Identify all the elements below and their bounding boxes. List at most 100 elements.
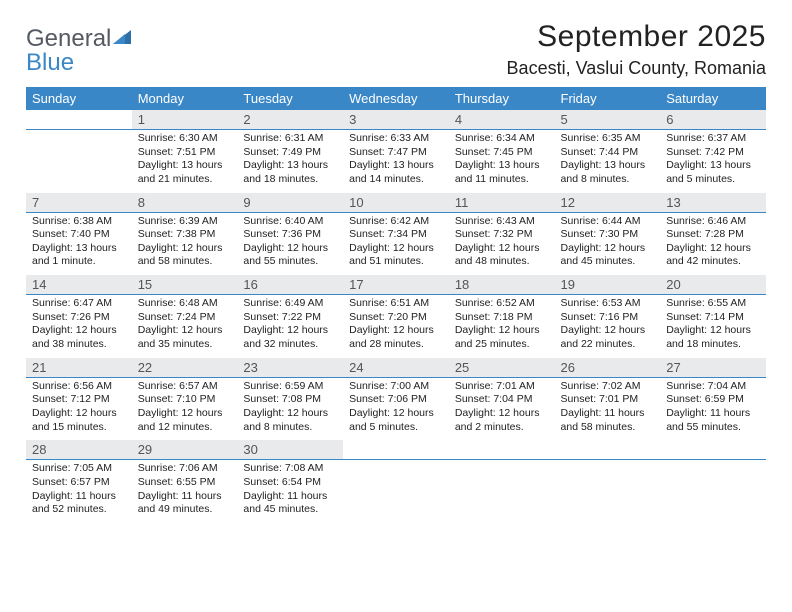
sunrise-text: Sunrise: 7:08 AM [243, 462, 337, 476]
sunrise-text: Sunrise: 6:37 AM [666, 132, 760, 146]
sunset-text: Sunset: 7:40 PM [32, 228, 126, 242]
day-number: 27 [660, 358, 766, 378]
empty-day [343, 440, 449, 460]
day-cell: Sunrise: 6:52 AMSunset: 7:18 PMDaylight:… [449, 295, 555, 358]
sunset-text: Sunset: 7:10 PM [138, 393, 232, 407]
day-cell: Sunrise: 6:34 AMSunset: 7:45 PMDaylight:… [449, 130, 555, 193]
sunrise-text: Sunrise: 6:30 AM [138, 132, 232, 146]
sunset-text: Sunset: 7:49 PM [243, 146, 337, 160]
day-number: 15 [132, 275, 238, 295]
sunrise-text: Sunrise: 6:35 AM [561, 132, 655, 146]
day-cell [26, 130, 132, 193]
weekday-header: Wednesday [343, 87, 449, 110]
sunset-text: Sunset: 7:20 PM [349, 311, 443, 325]
sunrise-text: Sunrise: 7:00 AM [349, 380, 443, 394]
daynum-row: 123456 [26, 110, 766, 130]
daylight-text: Daylight: 13 hours and 11 minutes. [455, 159, 549, 186]
detail-row: Sunrise: 6:56 AMSunset: 7:12 PM Daylight:… [26, 377, 766, 440]
sunrise-text: Sunrise: 6:53 AM [561, 297, 655, 311]
day-cell: Sunrise: 6:51 AMSunset: 7:20 PMDaylight:… [343, 295, 449, 358]
day-number: 5 [555, 110, 661, 130]
sunrise-text: Sunrise: 7:01 AM [455, 380, 549, 394]
day-number: 23 [237, 358, 343, 378]
daylight-text: Daylight: 13 hours and 18 minutes. [243, 159, 337, 186]
sunset-text: Sunset: 7:26 PM [32, 311, 126, 325]
day-number: 29 [132, 440, 238, 460]
sunset-text: Sunset: 7:30 PM [561, 228, 655, 242]
sunrise-text: Sunrise: 7:04 AM [666, 380, 760, 394]
weekday-header: Monday [132, 87, 238, 110]
daylight-text: Daylight: 12 hours and 5 minutes. [349, 407, 443, 434]
sunrise-text: Sunrise: 6:57 AM [138, 380, 232, 394]
weekday-header: Saturday [660, 87, 766, 110]
day-number: 3 [343, 110, 449, 130]
daylight-text: Daylight: 11 hours and 45 minutes. [243, 490, 337, 517]
sunrise-text: Sunrise: 6:31 AM [243, 132, 337, 146]
day-cell: Sunrise: 7:02 AMSunset: 7:01 PMDaylight:… [555, 377, 661, 440]
daylight-text: Daylight: 11 hours and 49 minutes. [138, 490, 232, 517]
sunset-text: Sunset: 7:12 PM [32, 393, 126, 407]
daylight-text: Daylight: 12 hours and 38 minutes. [32, 324, 126, 351]
day-number: 16 [237, 275, 343, 295]
day-cell: Sunrise: 6:35 AMSunset: 7:44 PMDaylight:… [555, 130, 661, 193]
sunset-text: Sunset: 7:08 PM [243, 393, 337, 407]
sunrise-text: Sunrise: 7:05 AM [32, 462, 126, 476]
daylight-text: Daylight: 11 hours and 52 minutes. [32, 490, 126, 517]
sunrise-text: Sunrise: 6:46 AM [666, 215, 760, 229]
day-cell: Sunrise: 6:40 AMSunset: 7:36 PMDaylight:… [237, 212, 343, 275]
weekday-header: Tuesday [237, 87, 343, 110]
sunset-text: Sunset: 6:57 PM [32, 476, 126, 490]
logo-text: General Blue [26, 26, 133, 75]
day-cell: Sunrise: 6:43 AMSunset: 7:32 PMDaylight:… [449, 212, 555, 275]
day-cell: Sunrise: 7:04 AMSunset: 6:59 PMDaylight:… [660, 377, 766, 440]
title-block: September 2025 Bacesti, Vaslui County, R… [507, 20, 766, 83]
daylight-text: Daylight: 13 hours and 5 minutes. [666, 159, 760, 186]
day-cell: Sunrise: 6:39 AMSunset: 7:38 PMDaylight:… [132, 212, 238, 275]
daylight-text: Daylight: 12 hours and 12 minutes. [138, 407, 232, 434]
sunrise-text: Sunrise: 6:40 AM [243, 215, 337, 229]
sunrise-text: Sunrise: 7:02 AM [561, 380, 655, 394]
sunset-text: Sunset: 7:32 PM [455, 228, 549, 242]
sunset-text: Sunset: 7:24 PM [138, 311, 232, 325]
weekday-header: Thursday [449, 87, 555, 110]
daylight-text: Daylight: 12 hours and 42 minutes. [666, 242, 760, 269]
sunset-text: Sunset: 7:18 PM [455, 311, 549, 325]
sunset-text: Sunset: 6:55 PM [138, 476, 232, 490]
day-number: 25 [449, 358, 555, 378]
daylight-text: Daylight: 12 hours and 2 minutes. [455, 407, 549, 434]
sunrise-text: Sunrise: 6:34 AM [455, 132, 549, 146]
sunset-text: Sunset: 7:38 PM [138, 228, 232, 242]
daylight-text: Daylight: 12 hours and 35 minutes. [138, 324, 232, 351]
day-number: 1 [132, 110, 238, 130]
sunset-text: Sunset: 7:06 PM [349, 393, 443, 407]
daynum-row: 78910111213 [26, 193, 766, 213]
sunset-text: Sunset: 7:28 PM [666, 228, 760, 242]
day-number: 7 [26, 193, 132, 213]
sunrise-text: Sunrise: 6:56 AM [32, 380, 126, 394]
sunset-text: Sunset: 7:51 PM [138, 146, 232, 160]
daylight-text: Daylight: 12 hours and 32 minutes. [243, 324, 337, 351]
day-cell [555, 460, 661, 523]
day-cell: Sunrise: 6:31 AMSunset: 7:49 PMDaylight:… [237, 130, 343, 193]
day-cell: Sunrise: 6:33 AMSunset: 7:47 PMDaylight:… [343, 130, 449, 193]
daylight-text: Daylight: 13 hours and 8 minutes. [561, 159, 655, 186]
day-number: 9 [237, 193, 343, 213]
calendar-header-row: SundayMondayTuesdayWednesdayThursdayFrid… [26, 87, 766, 110]
sunrise-text: Sunrise: 6:43 AM [455, 215, 549, 229]
daylight-text: Daylight: 12 hours and 55 minutes. [243, 242, 337, 269]
sunset-text: Sunset: 7:36 PM [243, 228, 337, 242]
day-number: 28 [26, 440, 132, 460]
sunrise-text: Sunrise: 6:39 AM [138, 215, 232, 229]
page-title: September 2025 [507, 20, 766, 54]
daylight-text: Daylight: 12 hours and 28 minutes. [349, 324, 443, 351]
sunrise-text: Sunrise: 6:51 AM [349, 297, 443, 311]
sunrise-text: Sunrise: 6:59 AM [243, 380, 337, 394]
daynum-row: 282930 [26, 440, 766, 460]
day-number: 10 [343, 193, 449, 213]
sunset-text: Sunset: 6:54 PM [243, 476, 337, 490]
day-cell: Sunrise: 6:49 AMSunset: 7:22 PMDaylight:… [237, 295, 343, 358]
day-cell: Sunrise: 7:06 AMSunset: 6:55 PMDaylight:… [132, 460, 238, 523]
daylight-text: Daylight: 13 hours and 21 minutes. [138, 159, 232, 186]
sunset-text: Sunset: 7:34 PM [349, 228, 443, 242]
day-number: 20 [660, 275, 766, 295]
